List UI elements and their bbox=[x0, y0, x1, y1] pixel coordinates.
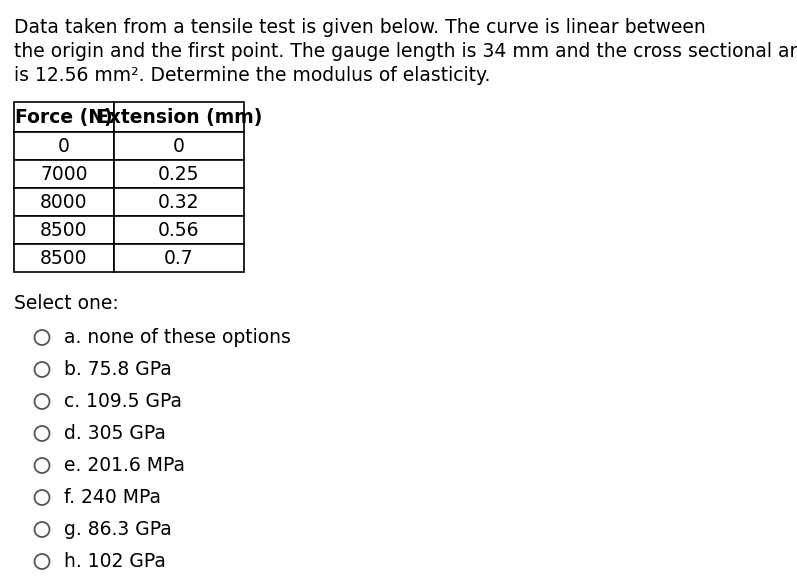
Text: f. 240 MPa: f. 240 MPa bbox=[64, 488, 161, 507]
Circle shape bbox=[34, 522, 49, 537]
Bar bbox=[14, 132, 114, 160]
Circle shape bbox=[34, 426, 49, 441]
Bar bbox=[14, 160, 114, 188]
Text: 8000: 8000 bbox=[41, 192, 88, 212]
Text: g. 86.3 GPa: g. 86.3 GPa bbox=[64, 520, 171, 539]
Bar bbox=[114, 216, 244, 244]
Circle shape bbox=[34, 394, 49, 409]
Text: a. none of these options: a. none of these options bbox=[64, 328, 291, 347]
Text: 0.56: 0.56 bbox=[159, 220, 200, 239]
Text: d. 305 GPa: d. 305 GPa bbox=[64, 424, 166, 443]
Bar bbox=[14, 188, 114, 216]
Text: 8500: 8500 bbox=[41, 249, 88, 268]
Text: h. 102 GPa: h. 102 GPa bbox=[64, 552, 166, 571]
Text: Force (N): Force (N) bbox=[15, 108, 113, 126]
Circle shape bbox=[34, 362, 49, 377]
Text: 0: 0 bbox=[58, 136, 70, 155]
Text: 0.25: 0.25 bbox=[159, 165, 200, 183]
Text: 0: 0 bbox=[173, 136, 185, 155]
Text: Select one:: Select one: bbox=[14, 294, 119, 313]
Text: c. 109.5 GPa: c. 109.5 GPa bbox=[64, 392, 182, 411]
Bar bbox=[114, 244, 244, 272]
Text: 0.7: 0.7 bbox=[164, 249, 194, 268]
Bar bbox=[14, 244, 114, 272]
Text: 0.32: 0.32 bbox=[159, 192, 200, 212]
Text: b. 75.8 GPa: b. 75.8 GPa bbox=[64, 360, 171, 379]
Text: is 12.56 mm². Determine the modulus of elasticity.: is 12.56 mm². Determine the modulus of e… bbox=[14, 66, 490, 85]
Text: Extension (mm): Extension (mm) bbox=[96, 108, 262, 126]
Circle shape bbox=[34, 554, 49, 569]
Text: Data taken from a tensile test is given below. The curve is linear between: Data taken from a tensile test is given … bbox=[14, 18, 706, 37]
Text: the origin and the first point. The gauge length is 34 mm and the cross sectiona: the origin and the first point. The gaug… bbox=[14, 42, 797, 61]
Circle shape bbox=[34, 490, 49, 505]
Bar bbox=[114, 102, 244, 132]
Bar bbox=[114, 188, 244, 216]
Bar bbox=[14, 102, 114, 132]
Bar bbox=[114, 132, 244, 160]
Text: e. 201.6 MPa: e. 201.6 MPa bbox=[64, 456, 185, 475]
Circle shape bbox=[34, 458, 49, 473]
Text: 8500: 8500 bbox=[41, 220, 88, 239]
Bar bbox=[14, 216, 114, 244]
Text: 7000: 7000 bbox=[41, 165, 88, 183]
Circle shape bbox=[34, 330, 49, 345]
Bar bbox=[114, 160, 244, 188]
